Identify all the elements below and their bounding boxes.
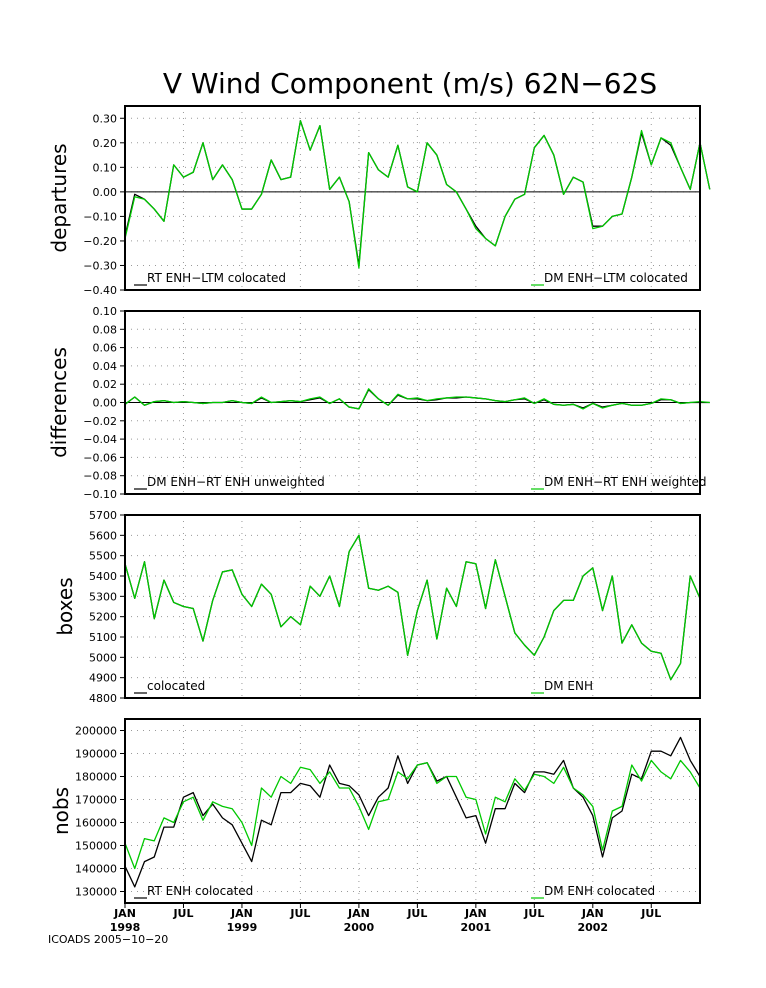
plot-frame	[124, 105, 701, 291]
y-tick-label: −0.10	[83, 488, 117, 501]
x-year-label: 1999	[227, 921, 258, 934]
legend-entry-left: colocated	[134, 679, 205, 694]
legend-entry-right: DM ENH−RT ENH weighted	[531, 475, 707, 490]
legend-label: DM ENH−LTM colocated	[544, 271, 688, 285]
legend-entry-left: DM ENH−RT ENH unweighted	[134, 475, 325, 490]
y-tick-label: 5000	[89, 651, 117, 664]
legend-label: DM ENH−RT ENH unweighted	[147, 475, 325, 489]
series-line-black	[124, 389, 710, 410]
x-tick-label: JAN	[113, 907, 136, 920]
legend-entry-right: DM ENH colocated	[531, 884, 655, 899]
y-tick-label: 0.10	[93, 305, 118, 318]
x-tick-label: JUL	[406, 907, 427, 920]
panel-departures: −0.40 −0.30 −0.20 −0.10 0.00 0.10 0.20 0.30 depa…	[47, 105, 711, 297]
legend-entry-left: RT ENH colocated	[134, 884, 253, 899]
legend-label: DM ENH−RT ENH weighted	[544, 475, 707, 489]
credit-label: ICOADS 2005−10−20	[48, 933, 168, 946]
series-line-green	[124, 388, 710, 410]
panel-differences: −0.10 −0.08 −0.06 −0.04 −0.02 0.00 0.02 0.04 0.0…	[47, 305, 710, 501]
y-axis-label: departures	[47, 143, 71, 252]
x-tick-label: JUL	[172, 907, 193, 920]
x-tick-label: JUL	[640, 907, 661, 920]
y-tick-label: 180000	[75, 771, 117, 784]
y-tick-label: 0.02	[93, 378, 118, 391]
y-tick-label: −0.04	[83, 433, 117, 446]
y-tick-label: 190000	[75, 748, 117, 761]
x-year-label: 2001	[461, 921, 492, 934]
y-tick-label: 0.08	[93, 323, 118, 336]
y-tick-label: 0.06	[93, 342, 118, 355]
y-tick-label: 5600	[89, 529, 117, 542]
y-tick-label: 5500	[89, 550, 117, 563]
y-tick-label: −0.10	[83, 210, 117, 223]
y-tick-label: −0.02	[83, 415, 117, 428]
panels: −0.40 −0.30 −0.20 −0.10 0.00 0.10 0.20 0.30 depa…	[47, 105, 711, 904]
y-tick-label: 0.20	[93, 137, 118, 150]
x-tick-label: JAN	[581, 907, 604, 920]
x-tick-label: JUL	[523, 907, 544, 920]
y-tick-label: −0.08	[83, 470, 117, 483]
y-tick-label: 130000	[75, 886, 117, 899]
y-tick-label: 0.10	[93, 161, 118, 174]
panel-nobs: 130000 140000 150000 160000 170000 180000 1900…	[49, 718, 701, 904]
chart-title: V Wind Component (m/s) 62N−62S	[163, 67, 657, 100]
x-tick-label: JUL	[289, 907, 310, 920]
y-axis-label: boxes	[53, 577, 77, 635]
y-tick-label: 0.00	[93, 186, 118, 199]
y-tick-label: −0.06	[83, 451, 117, 464]
series-line-green	[124, 120, 711, 269]
y-tick-label: 0.30	[93, 112, 118, 125]
x-year-label: 2002	[577, 921, 608, 934]
y-tick-label: 200000	[75, 725, 117, 738]
legend-label: RT ENH colocated	[147, 884, 253, 898]
legend-label: RT ENH−LTM colocated	[147, 271, 286, 285]
series-line-green	[124, 759, 701, 870]
y-tick-label: −0.30	[83, 259, 117, 272]
y-tick-label: 5200	[89, 611, 117, 624]
y-axis-label: differences	[47, 347, 71, 458]
x-tick-label: JAN	[230, 907, 253, 920]
y-tick-label: −0.20	[83, 235, 117, 248]
x-axis: JAN JUL JAN JUL JAN JUL JAN JUL JAN JUL 1998 1999 20…	[110, 903, 661, 934]
x-tick-label: JAN	[347, 907, 370, 920]
panel-boxes: 4800 4900 5000 5100 5200 5300 5400 5500 5600 5700…	[53, 509, 701, 705]
plot-frame	[124, 514, 701, 699]
legend-label: DM ENH colocated	[544, 884, 655, 898]
legend-entry-right: DM ENH−LTM colocated	[531, 271, 688, 286]
y-tick-label: −0.40	[83, 284, 117, 297]
y-axis-label: nobs	[49, 787, 73, 835]
y-tick-label: 140000	[75, 863, 117, 876]
x-tick-label: JAN	[464, 907, 487, 920]
legend-entry-left: RT ENH−LTM colocated	[134, 271, 286, 286]
y-tick-label: 5400	[89, 570, 117, 583]
plot-frame	[124, 310, 701, 495]
legend-label: colocated	[147, 679, 205, 693]
x-year-label: 1998	[110, 921, 141, 934]
y-tick-label: 0.04	[93, 360, 118, 373]
y-tick-label: 170000	[75, 794, 117, 807]
series-line-green	[124, 534, 701, 681]
y-tick-label: 5300	[89, 590, 117, 603]
y-tick-label: 0.00	[93, 397, 118, 410]
y-tick-label: 5100	[89, 631, 117, 644]
plot-frame	[124, 718, 701, 904]
y-tick-label: 5700	[89, 509, 117, 522]
y-tick-label: 160000	[75, 817, 117, 830]
y-tick-label: 4800	[89, 692, 117, 705]
legend-entry-right: DM ENH	[531, 679, 593, 694]
y-tick-label: 4900	[89, 672, 117, 685]
x-year-label: 2000	[344, 921, 375, 934]
legend-label: DM ENH	[544, 679, 593, 693]
y-tick-label: 150000	[75, 840, 117, 853]
series-line-black	[124, 736, 701, 888]
